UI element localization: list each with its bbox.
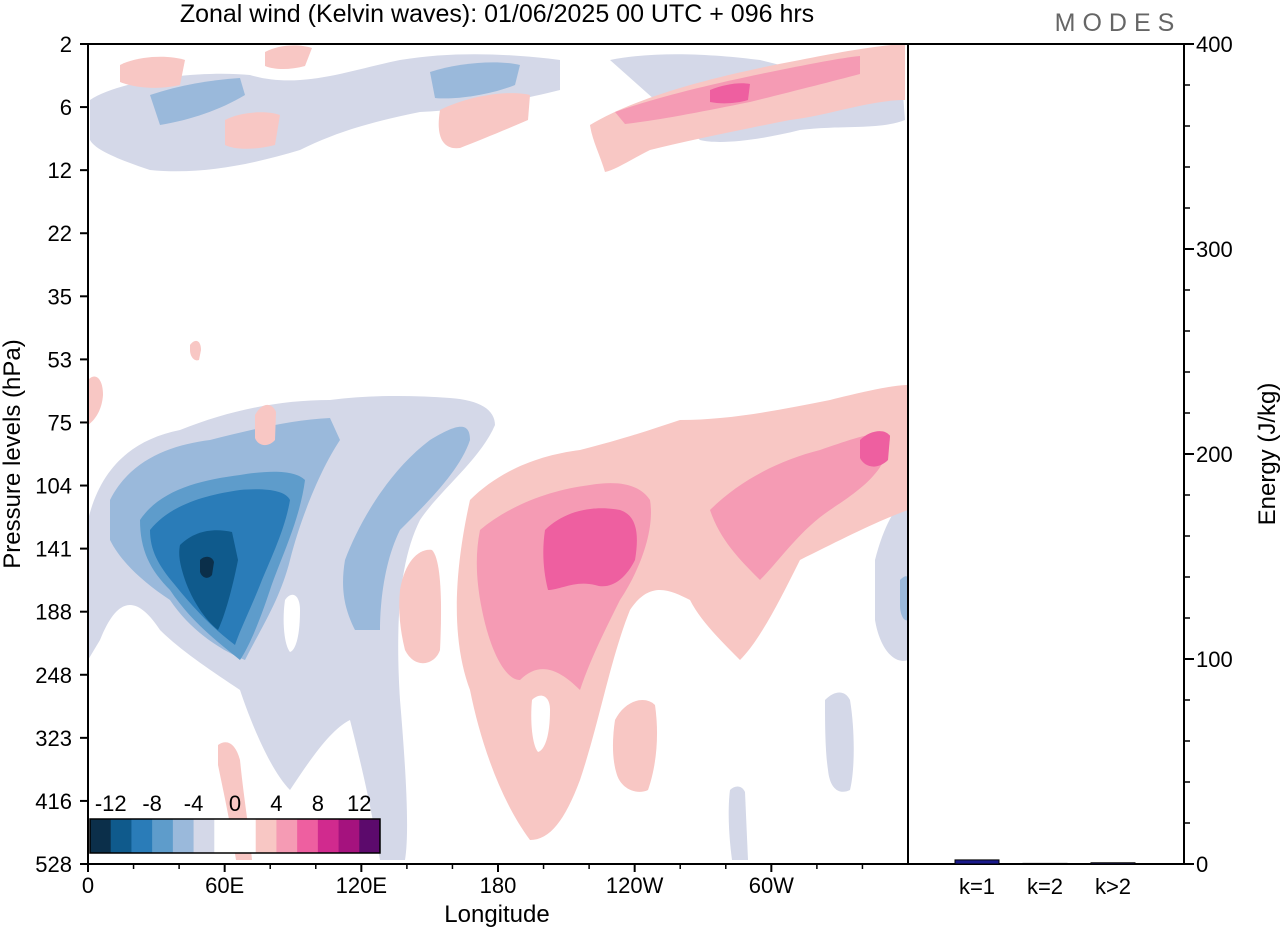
energy-y-tick-label: 100 (1196, 647, 1233, 672)
colorbar-swatch (338, 819, 360, 853)
y-tick-label: 416 (35, 789, 72, 814)
energy-y-tick-label: 400 (1196, 32, 1233, 57)
contour-neg-south (825, 692, 854, 792)
colorbar-swatch (131, 819, 153, 853)
colorbar-swatch (90, 819, 112, 853)
contour-neg-core (200, 556, 214, 578)
y-tick-label: 75 (48, 410, 72, 435)
contour-neg-lev2b (343, 426, 470, 630)
energy-bar (1022, 862, 1068, 865)
contour-pos-upper-w2 (255, 404, 276, 446)
x-tick-label: 0 (82, 873, 94, 898)
y-tick-label: 12 (48, 158, 72, 183)
energy-panel: 0 100 200 300 400 k=1 k=2 k>2 Energy (J/kg) (908, 32, 1280, 899)
contour-upper-pos-6 (225, 112, 280, 149)
contour-pos-upper-w (88, 376, 103, 425)
chart-title: Zonal wind (Kelvin waves): 01/06/2025 00… (180, 0, 814, 28)
energy-y-tick-label: 200 (1196, 442, 1233, 467)
contour-pos-lev3 (543, 508, 637, 590)
y-tick-label: 104 (35, 474, 72, 499)
contour-pos-west (399, 549, 442, 664)
energy-bar (1090, 862, 1136, 865)
colorbar-swatch (276, 819, 298, 853)
energy-axis-label: Energy (J/kg) (1254, 383, 1280, 526)
y-tick-label: 528 (35, 852, 72, 877)
y-tick-label: 141 (35, 537, 72, 562)
energy-bar (954, 859, 1000, 865)
colorbar-swatch (193, 819, 215, 853)
colorbar-tick-label: -8 (142, 791, 162, 816)
colorbar-swatch (359, 819, 381, 853)
y-tick-label: 6 (60, 95, 72, 120)
colorbar-swatch (172, 819, 195, 853)
colorbar-swatch (235, 819, 257, 853)
y-tick-label: 53 (48, 347, 72, 372)
contour-hole-1 (531, 695, 550, 752)
contour-pos-lev2b (710, 433, 890, 580)
x-axis: 0 60E 120E 180 120W 60W (82, 864, 864, 898)
colorbar-swatch (152, 819, 174, 853)
colorbar-tick-label: 12 (347, 791, 371, 816)
colorbar-swatch (110, 819, 132, 853)
contour-pos-lev3b (860, 431, 890, 467)
y-axis-label: Pressure levels (hPa) (0, 339, 26, 568)
colorbar-tick-label: 0 (229, 791, 241, 816)
contour-neg-lev5 (179, 530, 238, 630)
y-tick-label: 188 (35, 600, 72, 625)
x-tick-label: 60W (749, 873, 794, 898)
contour-hole-2 (283, 594, 300, 652)
contour-upper-neg-3 (430, 62, 520, 99)
x-tick-label: 120W (606, 873, 664, 898)
colorbar-frame (89, 818, 381, 854)
energy-y-axis: 0 100 200 300 400 (1184, 32, 1233, 877)
energy-y-tick-label: 0 (1196, 852, 1208, 877)
y-tick-label: 35 (48, 284, 72, 309)
colorbar-tick-label: -12 (95, 791, 127, 816)
contour-neg-east (875, 500, 908, 661)
y-tick-label: 323 (35, 726, 72, 751)
contour-upper-pos-4 (438, 93, 530, 149)
colorbar-swatch (317, 819, 340, 853)
y-tick-label: 22 (48, 221, 72, 246)
contour-pos-south (612, 700, 658, 792)
x-tick-label: 180 (480, 873, 517, 898)
energy-x-axis: k=1 k=2 k>2 (959, 874, 1131, 899)
contour-upper-pos-3 (710, 83, 750, 104)
y-axis-left: 2 6 12 22 35 53 75 104 141 188 248 323 416 528 (35, 32, 88, 877)
contour-fill (88, 44, 908, 860)
x-tick-label: 120E (336, 873, 387, 898)
contour-upper-pos-7 (265, 45, 312, 69)
contour-pos-upper-w3 (190, 340, 201, 361)
colorbar-swatch (297, 819, 319, 853)
x-tick-label: 60E (205, 873, 244, 898)
colorbar: -12 -8 -4 0 4 8 12 (89, 791, 381, 854)
energy-x-tick-label: k=1 (959, 874, 995, 899)
y-tick-label: 248 (35, 663, 72, 688)
colorbar-swatch (255, 819, 277, 853)
modes-logo: MODES (1055, 9, 1182, 37)
colorbar-tick-label: -4 (184, 791, 204, 816)
energy-x-tick-label: k>2 (1095, 874, 1131, 899)
hovmoller-panel: 2 6 12 22 35 53 75 104 141 188 248 323 416 528 0 60E 12… (0, 32, 909, 928)
colorbar-tick-label: 8 (312, 791, 324, 816)
contour-upper-neg-2 (150, 78, 245, 125)
contour-upper-pos-5 (120, 56, 185, 88)
energy-x-tick-label: k=2 (1027, 874, 1063, 899)
contour-neg-east2 (900, 576, 908, 621)
energy-y-tick-label: 300 (1196, 237, 1233, 262)
colorbar-tick-label: 4 (270, 791, 282, 816)
x-axis-label: Longitude (444, 901, 549, 928)
colorbar-swatch (214, 819, 236, 853)
y-tick-label: 2 (60, 32, 72, 57)
contour-neg-south2 (728, 786, 748, 860)
energy-bars (954, 859, 1136, 865)
